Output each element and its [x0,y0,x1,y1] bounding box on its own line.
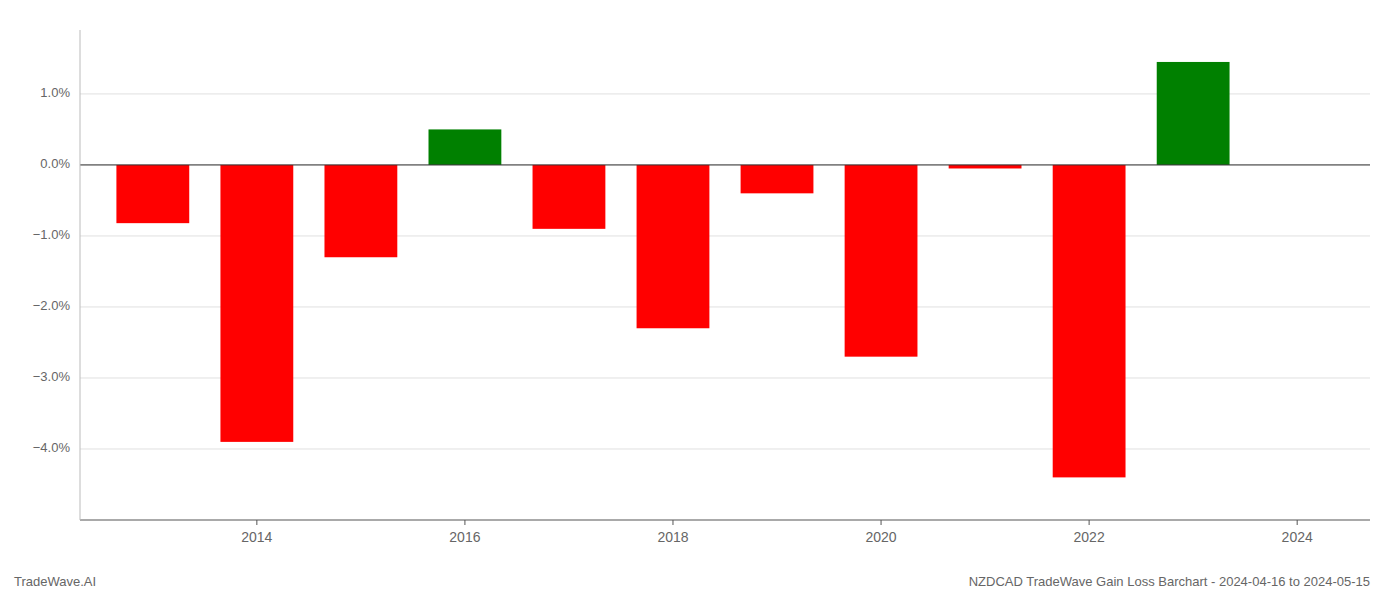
bar [949,165,1022,169]
title: NZDCAD TradeWave Gain Loss Barchart - 20… [969,574,1370,589]
bar [533,165,606,229]
x-tick-label: 2018 [657,529,688,545]
axes: −4.0% −3.0% −2.0% −1.0% 0.0% 1.0% 2014 2016 2018… [33,30,1370,545]
y-tick-label: −2.0% [33,298,71,313]
x-tick [1089,520,1090,525]
bar [1053,165,1126,477]
chart-svg: −4.0% −3.0% −2.0% −1.0% 0.0% 1.0% 2014 2016 2018… [0,0,1400,600]
zero-line [80,164,1370,165]
x-tick [464,520,465,525]
x-tick-label: 2016 [449,529,480,545]
grid-line [80,448,1370,449]
x-tick-label: 2022 [1074,529,1105,545]
y-tick-label: 0.0% [40,156,70,171]
x-tick [1297,520,1298,525]
bar [1157,62,1230,165]
grid-line [80,164,1370,165]
y-tick-label: 1.0% [40,85,70,100]
y-tick-label: −3.0% [33,369,71,384]
y-tick-label: −4.0% [33,440,71,455]
y-tick-label: −1.0% [33,227,71,242]
bar [429,129,502,165]
bar [324,165,397,257]
x-axis-line [80,520,1370,521]
bar [741,165,814,193]
x-tick-label: 2024 [1282,529,1313,545]
bar [220,165,293,442]
chart-container: −4.0% −3.0% −2.0% −1.0% 0.0% 1.0% 2014 2016 2018… [0,0,1400,600]
x-tick [881,520,882,525]
bars [116,62,1229,477]
bar [637,165,710,328]
watermark: TradeWave.AI [14,574,96,589]
x-tick-label: 2020 [865,529,896,545]
bar [116,165,189,223]
x-tick [672,520,673,525]
x-tick [256,520,257,525]
bar [845,165,918,357]
x-tick-label: 2014 [241,529,272,545]
y-axis-line [80,30,81,520]
